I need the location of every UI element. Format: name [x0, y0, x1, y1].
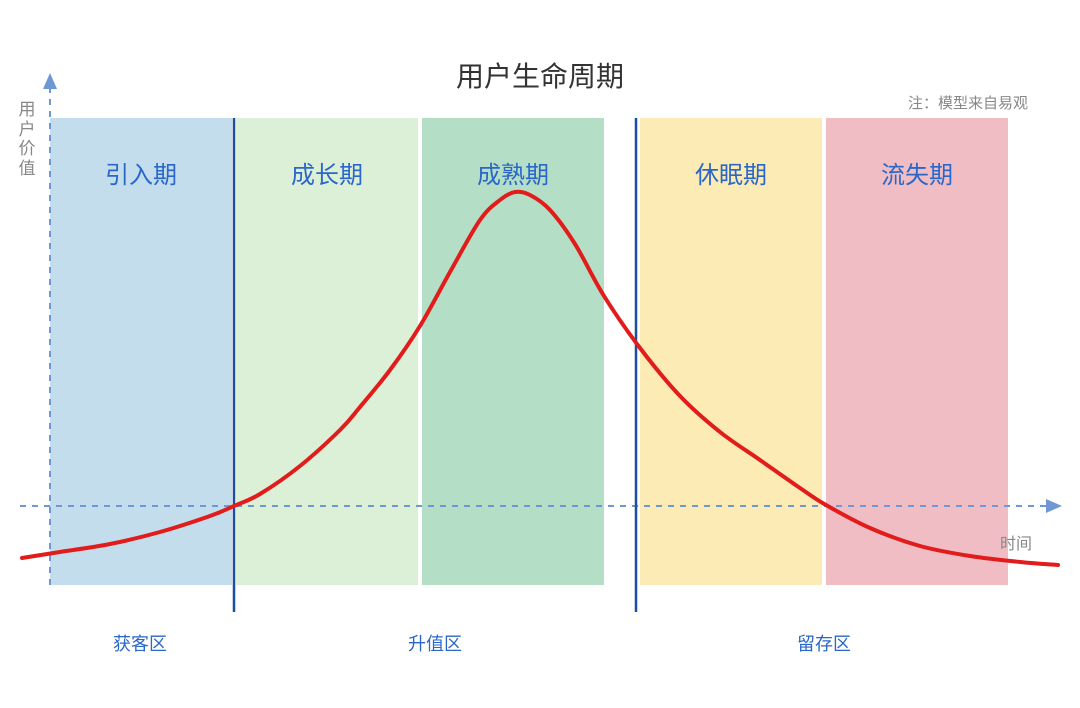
chart-svg: [0, 0, 1080, 708]
y-axis-arrow: [43, 73, 57, 89]
stage-label-2: 成熟期: [477, 155, 549, 190]
stage-label-4: 流失期: [881, 155, 953, 190]
zone-label-1: 升值区: [408, 630, 462, 656]
stage-label-1: 成长期: [291, 155, 363, 190]
stage-label-0: 引入期: [105, 155, 177, 190]
stage-label-3: 休眠期: [695, 155, 767, 190]
zone-label-2: 留存区: [797, 630, 851, 656]
chart-stage: 用户生命周期 注：模型来自易观 用户价值 引入期成长期成熟期休眠期流失期 获客区…: [0, 0, 1080, 708]
x-axis-arrow: [1046, 499, 1062, 513]
x-axis-label: 时间: [1000, 530, 1032, 554]
zone-label-0: 获客区: [113, 630, 167, 656]
